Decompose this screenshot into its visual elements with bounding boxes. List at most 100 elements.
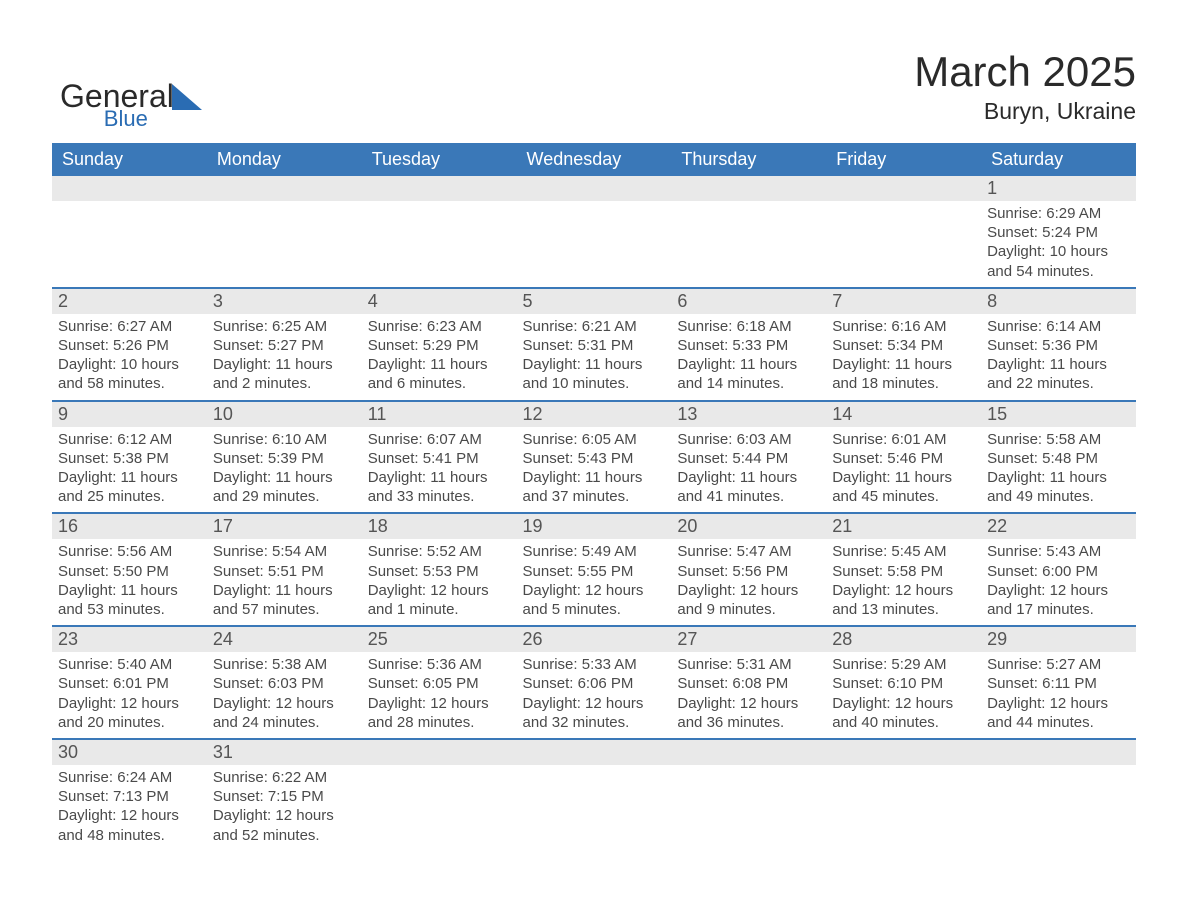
sunset-value: Sunset: 7:13 PM [58, 787, 201, 806]
daylight-value: Daylight: 11 hours and 25 minutes. [58, 468, 201, 506]
sunset-value: Sunset: 5:29 PM [368, 336, 511, 355]
sunset-value: Sunset: 6:01 PM [58, 674, 201, 693]
daylight-value: Daylight: 11 hours and 53 minutes. [58, 581, 201, 619]
calendar-day-cell [671, 176, 826, 288]
calendar-day-cell: 31Sunrise: 6:22 AMSunset: 7:15 PMDayligh… [207, 739, 362, 851]
day-number [671, 176, 826, 201]
day-number: 23 [52, 627, 207, 652]
calendar-day-cell: 10Sunrise: 6:10 AMSunset: 5:39 PMDayligh… [207, 401, 362, 514]
day-number: 9 [52, 402, 207, 427]
day-number [52, 176, 207, 201]
day-number: 11 [362, 402, 517, 427]
sunset-value: Sunset: 5:46 PM [832, 449, 975, 468]
calendar-day-cell [981, 739, 1136, 851]
sunrise-value: Sunrise: 6:21 AM [523, 317, 666, 336]
calendar-day-cell: 7Sunrise: 6:16 AMSunset: 5:34 PMDaylight… [826, 288, 981, 401]
day-number: 30 [52, 740, 207, 765]
sunrise-value: Sunrise: 5:56 AM [58, 542, 201, 561]
day-number [517, 740, 672, 765]
day-number [207, 176, 362, 201]
daylight-value: Daylight: 11 hours and 41 minutes. [677, 468, 820, 506]
calendar-day-cell [517, 176, 672, 288]
day-number: 1 [981, 176, 1136, 201]
sunrise-value: Sunrise: 5:33 AM [523, 655, 666, 674]
sunrise-value: Sunrise: 6:01 AM [832, 430, 975, 449]
sunrise-value: Sunrise: 5:45 AM [832, 542, 975, 561]
sunrise-value: Sunrise: 6:24 AM [58, 768, 201, 787]
day-number: 12 [517, 402, 672, 427]
daylight-value: Daylight: 11 hours and 49 minutes. [987, 468, 1130, 506]
day-number: 8 [981, 289, 1136, 314]
day-number: 28 [826, 627, 981, 652]
calendar-day-cell: 3Sunrise: 6:25 AMSunset: 5:27 PMDaylight… [207, 288, 362, 401]
calendar-day-cell: 17Sunrise: 5:54 AMSunset: 5:51 PMDayligh… [207, 513, 362, 626]
daylight-value: Daylight: 12 hours and 5 minutes. [523, 581, 666, 619]
sunset-value: Sunset: 6:03 PM [213, 674, 356, 693]
sunrise-value: Sunrise: 5:47 AM [677, 542, 820, 561]
calendar-day-cell: 2Sunrise: 6:27 AMSunset: 5:26 PMDaylight… [52, 288, 207, 401]
day-number: 25 [362, 627, 517, 652]
sunrise-value: Sunrise: 5:31 AM [677, 655, 820, 674]
day-number: 29 [981, 627, 1136, 652]
sunrise-value: Sunrise: 5:49 AM [523, 542, 666, 561]
daylight-value: Daylight: 12 hours and 48 minutes. [58, 806, 201, 844]
sunset-value: Sunset: 6:11 PM [987, 674, 1130, 693]
day-number [362, 176, 517, 201]
location: Buryn, Ukraine [52, 98, 1136, 125]
day-number: 3 [207, 289, 362, 314]
calendar-day-cell: 22Sunrise: 5:43 AMSunset: 6:00 PMDayligh… [981, 513, 1136, 626]
daylight-value: Daylight: 11 hours and 2 minutes. [213, 355, 356, 393]
day-number: 22 [981, 514, 1136, 539]
calendar-week-row: 9Sunrise: 6:12 AMSunset: 5:38 PMDaylight… [52, 401, 1136, 514]
sunset-value: Sunset: 5:24 PM [987, 223, 1130, 242]
day-number: 24 [207, 627, 362, 652]
daylight-value: Daylight: 12 hours and 28 minutes. [368, 694, 511, 732]
day-number: 20 [671, 514, 826, 539]
calendar-header: March 2025 Buryn, Ukraine [52, 48, 1136, 125]
daylight-value: Daylight: 12 hours and 44 minutes. [987, 694, 1130, 732]
sunrise-value: Sunrise: 6:12 AM [58, 430, 201, 449]
logo-triangle-icon [172, 84, 202, 114]
day-number: 13 [671, 402, 826, 427]
day-number [826, 176, 981, 201]
sunset-value: Sunset: 6:00 PM [987, 562, 1130, 581]
calendar-day-cell: 6Sunrise: 6:18 AMSunset: 5:33 PMDaylight… [671, 288, 826, 401]
sunrise-value: Sunrise: 5:54 AM [213, 542, 356, 561]
sunset-value: Sunset: 5:31 PM [523, 336, 666, 355]
sunrise-value: Sunrise: 6:10 AM [213, 430, 356, 449]
day-number: 21 [826, 514, 981, 539]
daylight-value: Daylight: 11 hours and 18 minutes. [832, 355, 975, 393]
sunrise-value: Sunrise: 6:18 AM [677, 317, 820, 336]
day-number: 17 [207, 514, 362, 539]
weekday-header: Friday [826, 143, 981, 176]
day-number: 26 [517, 627, 672, 652]
sunset-value: Sunset: 5:33 PM [677, 336, 820, 355]
day-number: 18 [362, 514, 517, 539]
calendar-day-cell [517, 739, 672, 851]
calendar-day-cell: 28Sunrise: 5:29 AMSunset: 6:10 PMDayligh… [826, 626, 981, 739]
sunrise-value: Sunrise: 6:05 AM [523, 430, 666, 449]
sunrise-value: Sunrise: 6:22 AM [213, 768, 356, 787]
calendar-day-cell [207, 176, 362, 288]
calendar-day-cell: 24Sunrise: 5:38 AMSunset: 6:03 PMDayligh… [207, 626, 362, 739]
day-number: 10 [207, 402, 362, 427]
day-number: 4 [362, 289, 517, 314]
sunrise-value: Sunrise: 6:07 AM [368, 430, 511, 449]
day-number: 6 [671, 289, 826, 314]
sunrise-value: Sunrise: 5:43 AM [987, 542, 1130, 561]
day-number: 31 [207, 740, 362, 765]
weekday-header: Monday [207, 143, 362, 176]
sunset-value: Sunset: 5:27 PM [213, 336, 356, 355]
daylight-value: Daylight: 12 hours and 24 minutes. [213, 694, 356, 732]
sunset-value: Sunset: 6:05 PM [368, 674, 511, 693]
sunrise-value: Sunrise: 5:40 AM [58, 655, 201, 674]
sunrise-value: Sunrise: 6:29 AM [987, 204, 1130, 223]
month-title: March 2025 [52, 48, 1136, 96]
calendar-day-cell [362, 176, 517, 288]
sunrise-value: Sunrise: 6:27 AM [58, 317, 201, 336]
daylight-value: Daylight: 12 hours and 52 minutes. [213, 806, 356, 844]
calendar-day-cell: 29Sunrise: 5:27 AMSunset: 6:11 PMDayligh… [981, 626, 1136, 739]
calendar-day-cell: 5Sunrise: 6:21 AMSunset: 5:31 PMDaylight… [517, 288, 672, 401]
daylight-value: Daylight: 10 hours and 54 minutes. [987, 242, 1130, 280]
sunset-value: Sunset: 5:43 PM [523, 449, 666, 468]
